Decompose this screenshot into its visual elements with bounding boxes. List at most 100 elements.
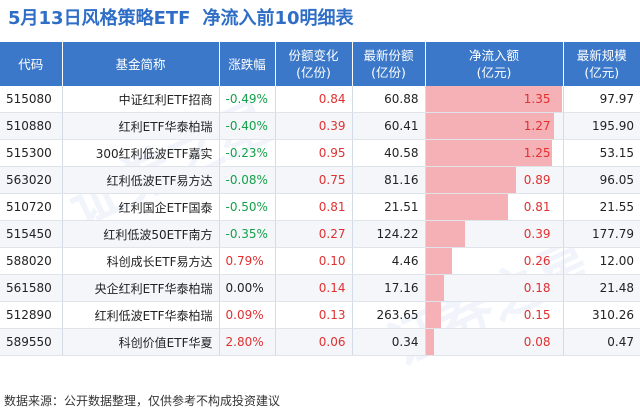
table-row[interactable]: 561580 央企红利ETF华泰柏瑞 0.00% 0.14 17.16 0.18 21.48 xyxy=(0,274,640,302)
cell-change: -0.49% xyxy=(219,86,276,113)
cell-name: 红利低波50ETF南方 xyxy=(62,220,220,248)
cell-net-inflow: 1.35 xyxy=(425,86,564,113)
cell-net-inflow: 0.81 xyxy=(425,193,564,221)
column-header-name[interactable]: 基金简称 xyxy=(62,42,220,86)
cell-share-change: 0.13 xyxy=(275,301,353,329)
cell-net-inflow: 1.27 xyxy=(425,112,564,140)
cell-code: 515300 xyxy=(0,139,63,167)
table-row[interactable]: 515450 红利低波50ETF南方 -0.35% 0.27 124.22 0.39 177… xyxy=(0,220,640,248)
cell-code: 589550 xyxy=(0,328,63,356)
cell-latest-share: 0.34 xyxy=(352,328,426,356)
net-inflow-bar xyxy=(425,329,434,355)
table-row[interactable]: 588020 科创成长ETF易方达 0.79% 0.10 4.46 0.26 12.00 xyxy=(0,247,640,275)
cell-name: 央企红利ETF华泰柏瑞 xyxy=(62,274,220,302)
net-inflow-bar xyxy=(425,248,452,274)
cell-latest-share: 17.16 xyxy=(352,274,426,302)
net-inflow-bar xyxy=(425,194,508,220)
column-header-share-change[interactable]: 份额变化 (亿份) xyxy=(275,42,353,86)
net-inflow-value: 1.25 xyxy=(523,146,551,160)
net-inflow-bar xyxy=(425,167,516,193)
net-inflow-bar xyxy=(425,275,444,301)
cell-change: -0.40% xyxy=(219,112,276,140)
fund-table: 代码 基金简称 涨跌幅 份额变化 (亿份) 最新份额 (亿份) 净流入额 (亿元) 最… xyxy=(0,42,640,356)
net-inflow-value: 0.08 xyxy=(523,335,551,349)
net-inflow-value: 0.81 xyxy=(523,200,551,214)
net-inflow-value: 0.39 xyxy=(523,227,551,241)
net-inflow-value: 0.89 xyxy=(523,173,551,187)
cell-share-change: 0.75 xyxy=(275,166,353,194)
net-inflow-value: 1.35 xyxy=(523,92,551,106)
column-header-latest-scale[interactable]: 最新规模 (亿元) xyxy=(563,42,640,86)
cell-net-inflow: 0.89 xyxy=(425,166,564,194)
cell-change: 0.79% xyxy=(219,247,276,275)
table-row[interactable]: 510720 红利国企ETF国泰 -0.50% 0.81 21.51 0.81 21.55 xyxy=(0,193,640,221)
cell-name: 红利国企ETF国泰 xyxy=(62,193,220,221)
table-body: 515080 中证红利ETF招商 -0.49% 0.84 60.88 1.35 97.97 5… xyxy=(0,86,640,356)
cell-net-inflow: 0.18 xyxy=(425,274,564,302)
cell-share-change: 0.39 xyxy=(275,112,353,140)
cell-latest-scale: 97.97 xyxy=(563,86,640,113)
table-row[interactable]: 512890 红利低波ETF华泰柏瑞 0.09% 0.13 263.65 0.15 310.… xyxy=(0,301,640,329)
cell-share-change: 0.10 xyxy=(275,247,353,275)
cell-share-change: 0.81 xyxy=(275,193,353,221)
cell-latest-scale: 310.26 xyxy=(563,301,640,329)
cell-latest-scale: 195.90 xyxy=(563,112,640,140)
cell-code: 515080 xyxy=(0,86,63,113)
cell-latest-share: 60.41 xyxy=(352,112,426,140)
cell-change: 0.00% xyxy=(219,274,276,302)
cell-change: -0.35% xyxy=(219,220,276,248)
column-header-change[interactable]: 涨跌幅 xyxy=(219,42,276,86)
column-header-code[interactable]: 代码 xyxy=(0,42,63,86)
cell-name: 科创成长ETF易方达 xyxy=(62,247,220,275)
cell-change: -0.08% xyxy=(219,166,276,194)
cell-latest-share: 263.65 xyxy=(352,301,426,329)
column-header-net-inflow[interactable]: 净流入额 (亿元) xyxy=(425,42,564,86)
cell-code: 515450 xyxy=(0,220,63,248)
cell-code: 588020 xyxy=(0,247,63,275)
cell-share-change: 0.27 xyxy=(275,220,353,248)
table-row[interactable]: 589550 科创价值ETF华夏 2.80% 0.06 0.34 0.08 0.47 xyxy=(0,328,640,356)
cell-name: 红利ETF华泰柏瑞 xyxy=(62,112,220,140)
net-inflow-bar xyxy=(425,221,465,247)
cell-code: 561580 xyxy=(0,274,63,302)
table-row[interactable]: 563020 红利低波ETF易方达 -0.08% 0.75 81.16 0.89 96.05 xyxy=(0,166,640,194)
cell-latest-scale: 12.00 xyxy=(563,247,640,275)
cell-name: 中证红利ETF招商 xyxy=(62,86,220,113)
cell-net-inflow: 0.26 xyxy=(425,247,564,275)
page-title-right: 净流入前10明细表 xyxy=(202,8,354,29)
net-inflow-bar xyxy=(425,113,554,139)
cell-latest-scale: 21.48 xyxy=(563,274,640,302)
net-inflow-value: 0.18 xyxy=(523,281,551,295)
cell-change: -0.23% xyxy=(219,139,276,167)
cell-code: 510720 xyxy=(0,193,63,221)
net-inflow-value: 0.26 xyxy=(523,254,551,268)
cell-name: 科创价值ETF华夏 xyxy=(62,328,220,356)
net-inflow-value: 0.15 xyxy=(523,308,551,322)
page-title-left: 5月13日风格策略ETF xyxy=(8,8,191,29)
cell-name: 300红利低波ETF嘉实 xyxy=(62,139,220,167)
net-inflow-value: 1.27 xyxy=(523,119,551,133)
cell-latest-share: 4.46 xyxy=(352,247,426,275)
table-header-row: 代码 基金简称 涨跌幅 份额变化 (亿份) 最新份额 (亿份) 净流入额 (亿元) 最… xyxy=(0,42,640,86)
cell-latest-scale: 177.79 xyxy=(563,220,640,248)
table-row[interactable]: 510880 红利ETF华泰柏瑞 -0.40% 0.39 60.41 1.27 195.90 xyxy=(0,112,640,140)
table-row[interactable]: 515300 300红利低波ETF嘉实 -0.23% 0.95 40.58 1.25 53.… xyxy=(0,139,640,167)
cell-latest-share: 40.58 xyxy=(352,139,426,167)
cell-latest-scale: 53.15 xyxy=(563,139,640,167)
page-title: 5月13日风格策略ETF 净流入前10明细表 xyxy=(8,4,354,34)
cell-latest-share: 21.51 xyxy=(352,193,426,221)
column-header-latest-share[interactable]: 最新份额 (亿份) xyxy=(352,42,426,86)
cell-code: 563020 xyxy=(0,166,63,194)
cell-net-inflow: 0.39 xyxy=(425,220,564,248)
cell-share-change: 0.84 xyxy=(275,86,353,113)
cell-name: 红利低波ETF易方达 xyxy=(62,166,220,194)
cell-code: 510880 xyxy=(0,112,63,140)
cell-latest-scale: 0.47 xyxy=(563,328,640,356)
cell-change: 2.80% xyxy=(219,328,276,356)
cell-latest-scale: 21.55 xyxy=(563,193,640,221)
cell-net-inflow: 0.15 xyxy=(425,301,564,329)
cell-change: -0.50% xyxy=(219,193,276,221)
table-row[interactable]: 515080 中证红利ETF招商 -0.49% 0.84 60.88 1.35 97.97 xyxy=(0,86,640,113)
cell-name: 红利低波ETF华泰柏瑞 xyxy=(62,301,220,329)
cell-change: 0.09% xyxy=(219,301,276,329)
